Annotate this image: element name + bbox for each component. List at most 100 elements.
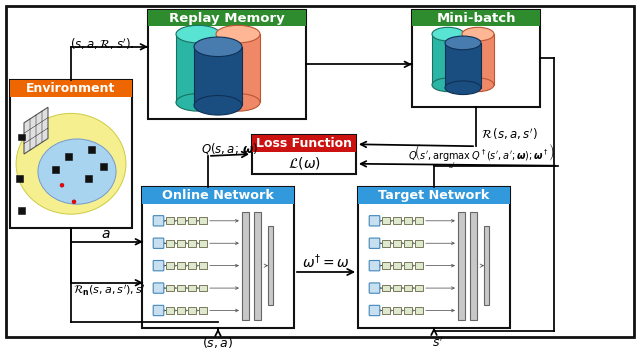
Bar <box>415 240 423 247</box>
Bar <box>177 307 185 314</box>
Bar <box>199 218 207 224</box>
Bar <box>199 307 207 314</box>
Bar <box>268 226 273 305</box>
Bar <box>484 226 489 305</box>
Bar <box>216 34 260 102</box>
FancyBboxPatch shape <box>369 238 380 249</box>
Bar <box>142 187 294 328</box>
Bar <box>188 307 196 314</box>
Text: $Q\!\left(s^\prime,\underset{a^\prime}{\mathrm{argmax}}\,Q^\dagger(s^\prime,a^\p: $Q\!\left(s^\prime,\underset{a^\prime}{\… <box>408 142 555 171</box>
Text: $(s,a)$: $(s,a)$ <box>202 335 234 350</box>
Bar <box>404 307 412 314</box>
Bar <box>188 240 196 247</box>
Bar <box>177 285 185 291</box>
Bar <box>177 218 185 224</box>
Text: $\mathcal{R}_{\mathbf{n}}(s,a,s^\prime),s^\prime$: $\mathcal{R}_{\mathbf{n}}(s,a,s^\prime),… <box>73 283 146 298</box>
Bar <box>199 262 207 269</box>
Bar <box>470 212 477 320</box>
Text: $a$: $a$ <box>101 227 111 241</box>
Bar <box>52 166 59 172</box>
Bar <box>253 212 260 320</box>
Bar <box>393 262 401 269</box>
Bar <box>176 34 220 102</box>
Bar <box>65 153 72 160</box>
Text: Environment: Environment <box>26 82 116 95</box>
Bar <box>177 262 185 269</box>
Text: $(s,a,\mathcal{R},s^\prime)$: $(s,a,\mathcal{R},s^\prime)$ <box>70 36 131 52</box>
FancyBboxPatch shape <box>153 283 164 293</box>
Bar <box>404 262 412 269</box>
Bar <box>404 240 412 247</box>
Bar <box>252 134 356 174</box>
Bar <box>358 187 510 204</box>
Bar <box>415 262 423 269</box>
Bar <box>445 43 481 88</box>
Bar <box>199 240 207 247</box>
Bar <box>166 240 174 247</box>
Bar <box>404 285 412 291</box>
Bar <box>10 80 132 98</box>
Bar <box>462 34 494 85</box>
Ellipse shape <box>432 78 464 92</box>
Bar <box>393 240 401 247</box>
Bar <box>85 176 92 182</box>
Bar <box>194 47 242 105</box>
FancyBboxPatch shape <box>153 305 164 316</box>
FancyBboxPatch shape <box>153 260 164 271</box>
FancyBboxPatch shape <box>153 216 164 226</box>
Bar <box>458 212 465 320</box>
Bar <box>177 240 185 247</box>
Circle shape <box>72 200 76 204</box>
Ellipse shape <box>432 27 464 41</box>
Bar <box>242 212 249 320</box>
Text: $Q(s,a;\,\boldsymbol{\omega})$: $Q(s,a;\,\boldsymbol{\omega})$ <box>202 141 259 156</box>
Bar <box>188 285 196 291</box>
Bar <box>412 10 540 107</box>
Bar <box>415 307 423 314</box>
FancyBboxPatch shape <box>369 216 380 226</box>
Bar <box>148 10 306 26</box>
Bar <box>393 285 401 291</box>
Text: $s^\prime$: $s^\prime$ <box>432 335 444 350</box>
Bar <box>16 176 23 182</box>
Ellipse shape <box>176 94 220 111</box>
Ellipse shape <box>462 27 494 41</box>
Bar <box>18 207 25 214</box>
Bar <box>382 262 390 269</box>
Text: Mini-batch: Mini-batch <box>436 12 516 25</box>
Ellipse shape <box>462 78 494 92</box>
Bar <box>88 146 95 153</box>
Bar <box>382 285 390 291</box>
Bar <box>252 134 356 152</box>
Polygon shape <box>24 107 48 154</box>
Bar <box>432 34 464 85</box>
Bar <box>100 163 107 170</box>
FancyBboxPatch shape <box>153 238 164 249</box>
Ellipse shape <box>445 36 481 50</box>
Text: $\omega^{\dagger} = \omega$: $\omega^{\dagger} = \omega$ <box>302 252 350 271</box>
Ellipse shape <box>194 37 242 57</box>
Text: Target Network: Target Network <box>378 189 490 202</box>
Bar <box>10 80 132 228</box>
Bar <box>382 218 390 224</box>
Bar <box>18 133 25 140</box>
Bar <box>382 307 390 314</box>
Bar <box>415 218 423 224</box>
Ellipse shape <box>194 95 242 115</box>
Bar <box>188 218 196 224</box>
Circle shape <box>60 183 64 187</box>
Text: $\mathcal{L}(\omega)$: $\mathcal{L}(\omega)$ <box>287 155 321 171</box>
FancyBboxPatch shape <box>369 260 380 271</box>
Text: Replay Memory: Replay Memory <box>169 12 285 25</box>
FancyBboxPatch shape <box>369 283 380 293</box>
Bar <box>148 10 306 119</box>
Ellipse shape <box>216 94 260 111</box>
Bar <box>404 218 412 224</box>
Ellipse shape <box>216 25 260 43</box>
Ellipse shape <box>16 113 126 214</box>
Bar <box>412 10 540 26</box>
Bar <box>199 285 207 291</box>
Bar <box>166 285 174 291</box>
Bar <box>166 218 174 224</box>
Bar <box>188 262 196 269</box>
